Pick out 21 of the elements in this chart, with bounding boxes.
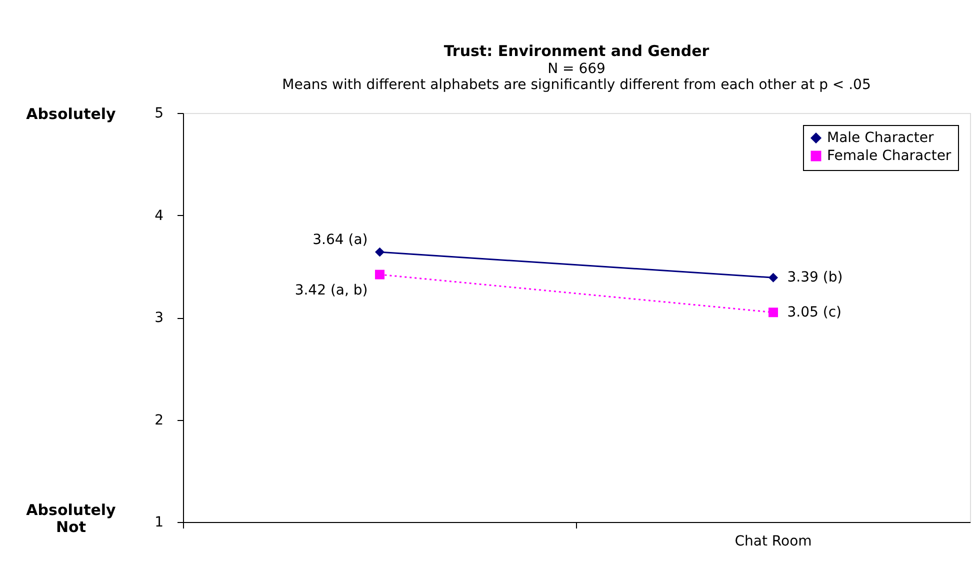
chart-subtitle: N = 669 xyxy=(548,61,606,77)
data-label: 3.42 (a, b) xyxy=(294,282,368,299)
legend-label: Male Character xyxy=(827,130,934,146)
y-tick-label: 1 xyxy=(154,514,164,530)
point xyxy=(375,247,384,257)
point xyxy=(375,270,384,280)
chart-title: Trust: Environment and Gender xyxy=(444,42,710,60)
text: Absolutely Not xyxy=(26,501,116,536)
data-label: 3.05 (c) xyxy=(787,304,842,320)
legend-label: Female Character xyxy=(827,148,952,164)
data-label: 3.64 (a) xyxy=(312,232,368,248)
point xyxy=(768,272,778,282)
point xyxy=(768,308,778,318)
y-tick-label: 2 xyxy=(154,412,164,428)
y-tick-label: 5 xyxy=(154,106,164,122)
text: Means with different alphabets are significantly different from each other at p < .05 xyxy=(282,77,871,93)
y-tick-label: 4 xyxy=(154,208,164,224)
x-tick-label: Chat Room xyxy=(734,534,812,550)
text: Absolutely xyxy=(26,105,116,123)
y-tick-label: 3 xyxy=(154,310,164,326)
data-label: 3.39 (b) xyxy=(787,270,843,286)
